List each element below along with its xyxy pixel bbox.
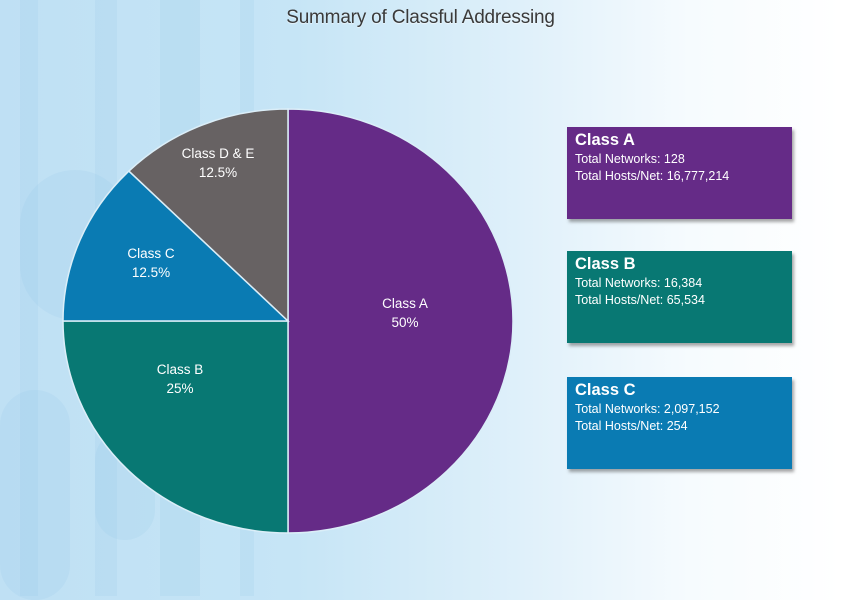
- card-total-hosts: Total Hosts/Net: 254: [575, 419, 688, 433]
- card-total-networks: Total Networks: 128: [575, 152, 685, 166]
- slice-name: Class D & E: [181, 146, 255, 161]
- pie-slice-class-de[interactable]: [127, 108, 289, 323]
- card-total-networks: Total Networks: 16,384: [575, 276, 703, 290]
- slice-name: Class C: [127, 246, 175, 261]
- slice-label-class-c: Class C 12.5%: [91, 244, 211, 282]
- card-title: Class B: [575, 255, 636, 273]
- card-title: Class A: [575, 131, 635, 149]
- slice-label-class-b: Class B 25%: [120, 360, 240, 398]
- info-card-class-c: Class C Total Networks: 2,097,152 Total …: [567, 377, 792, 469]
- slice-label-class-a: Class A 50%: [345, 294, 465, 332]
- chart-title: Summary of Classful Addressing: [286, 7, 555, 28]
- slice-percent: 25%: [166, 381, 194, 396]
- info-card-class-a: Class A Total Networks: 128 Total Hosts/…: [567, 127, 792, 219]
- slice-percent: 50%: [391, 315, 419, 330]
- card-title: Class C: [575, 381, 636, 399]
- card-total-hosts: Total Hosts/Net: 65,534: [575, 293, 705, 307]
- slice-label-class-de: Class D & E 12.5%: [158, 144, 278, 182]
- card-total-hosts: Total Hosts/Net: 16,777,214: [575, 169, 730, 183]
- card-total-networks: Total Networks: 2,097,152: [575, 402, 720, 416]
- info-card-class-b: Class B Total Networks: 16,384 Total Hos…: [567, 251, 792, 343]
- slice-name: Class A: [382, 296, 428, 311]
- pie-slice-class-c[interactable]: [62, 170, 290, 322]
- pie-slice-class-b[interactable]: [62, 320, 289, 534]
- slice-percent: 12.5%: [198, 165, 238, 180]
- pie-slice-class-a[interactable]: [287, 108, 514, 534]
- slice-percent: 12.5%: [131, 265, 171, 280]
- slice-name: Class B: [156, 362, 204, 377]
